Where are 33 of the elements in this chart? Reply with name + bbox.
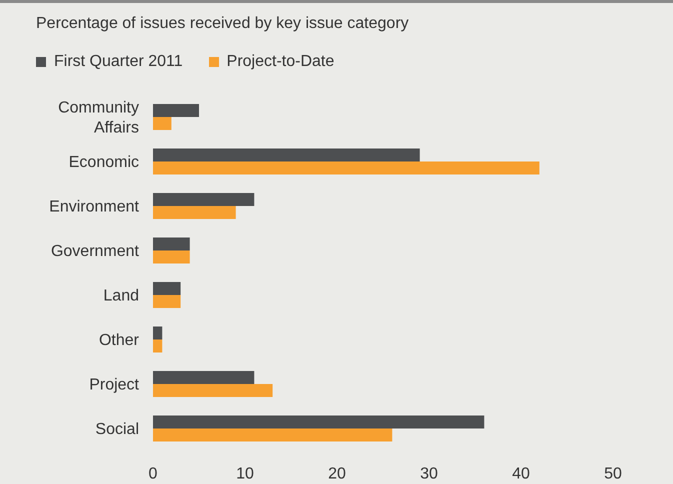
y-tick-label: Economic (68, 153, 139, 170)
bar (153, 282, 181, 295)
y-tick-label: Community Affairs (58, 98, 139, 136)
y-tick-label: Land (103, 286, 139, 304)
bar (153, 238, 190, 250)
legend-label: Project-to-Date (226, 53, 334, 71)
bar (153, 148, 420, 162)
bar (153, 104, 199, 117)
y-tick-label: Other (98, 331, 140, 348)
bar (153, 117, 172, 130)
bar (153, 162, 540, 174)
bar (153, 250, 190, 264)
y-tick-label: Social (95, 420, 139, 438)
x-tick-label: 0 (148, 465, 158, 482)
x-tick-label: 40 (512, 465, 530, 482)
x-tick-label: 20 (328, 465, 346, 482)
bar (153, 371, 254, 384)
bar (153, 295, 181, 308)
legend-label: First Quarter 2011 (54, 53, 183, 71)
x-tick-label: 30 (420, 465, 438, 482)
bar (153, 206, 236, 219)
chart-title: Percentage of issues received by key issue category (36, 15, 409, 33)
bar (153, 326, 162, 340)
bar (153, 416, 484, 428)
y-tick-label: Environment (49, 198, 140, 215)
x-tick-label: 10 (236, 465, 254, 482)
bar (153, 340, 162, 352)
x-tick-label: 50 (604, 465, 622, 482)
y-tick-label: Project (89, 376, 140, 393)
bar (153, 193, 254, 206)
bar (153, 384, 273, 397)
y-tick-label: Government (50, 242, 140, 260)
bar (153, 428, 392, 442)
